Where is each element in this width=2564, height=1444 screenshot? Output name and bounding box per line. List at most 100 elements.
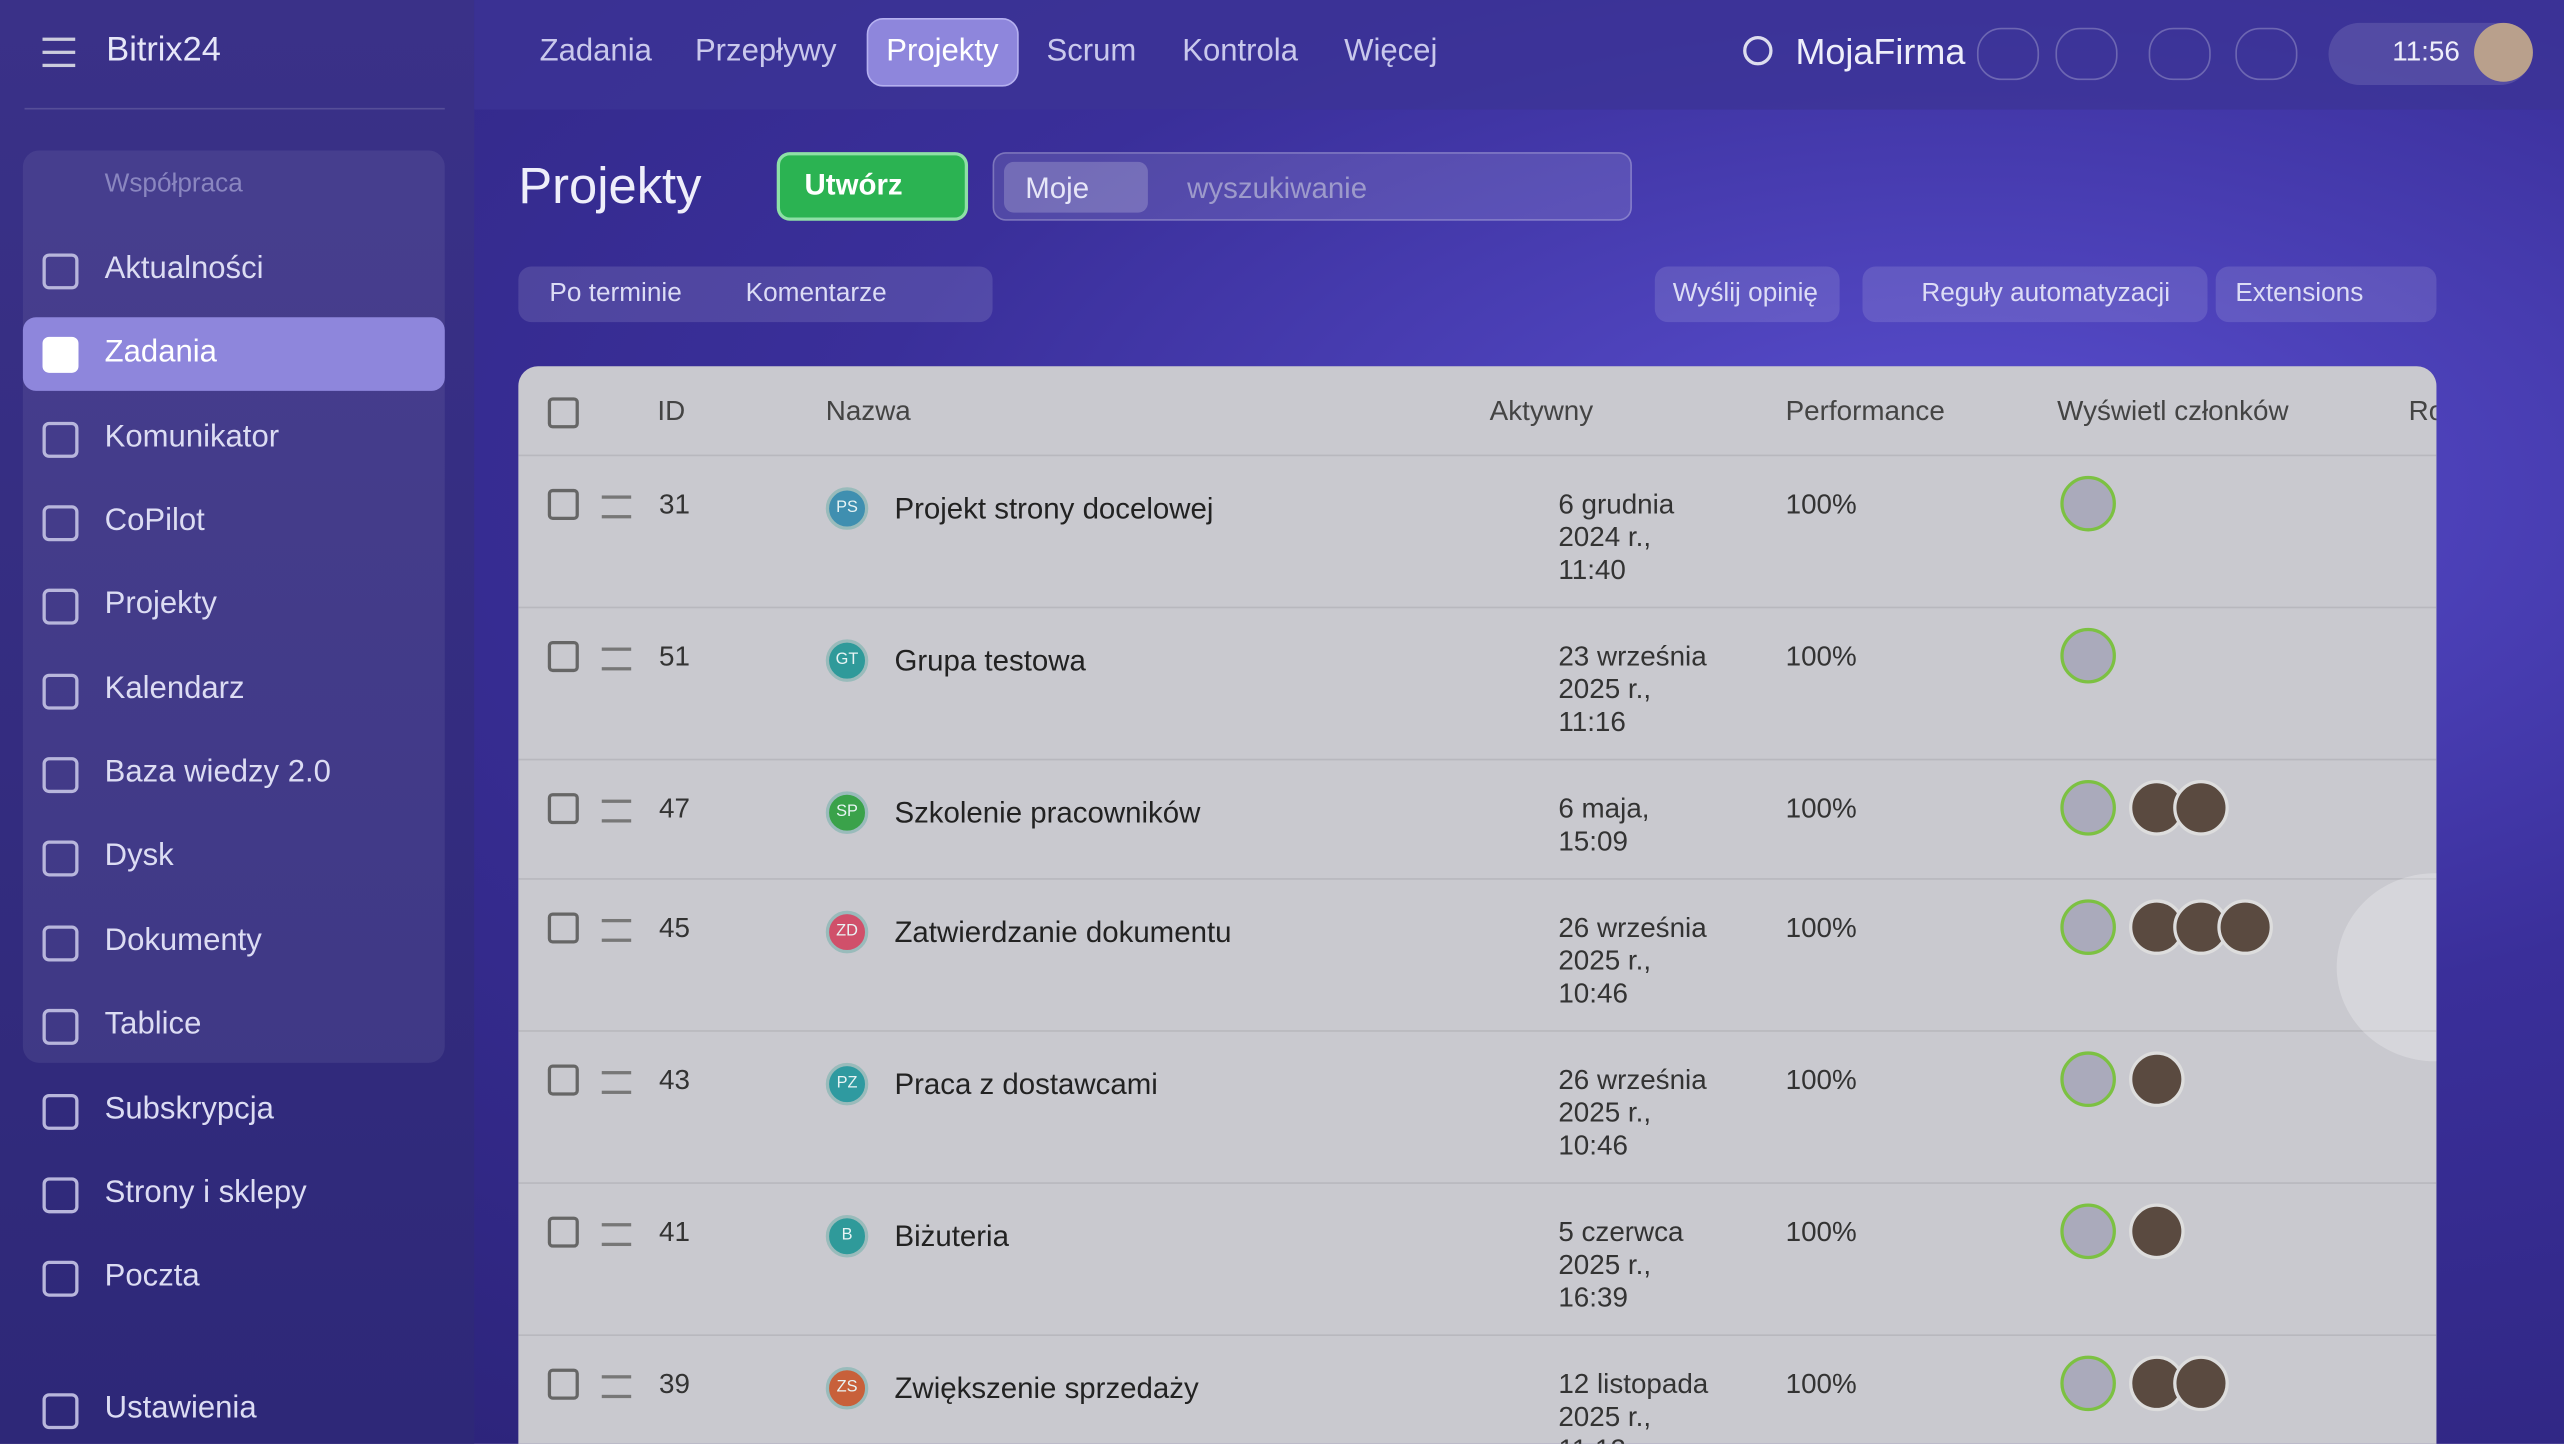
nav-item[interactable]: Kalendarz (104, 672, 245, 707)
member-avatar (2129, 1051, 2185, 1108)
nav-item[interactable]: Dysk (104, 838, 174, 874)
tool-icon[interactable] (2055, 27, 2118, 81)
row-checkbox[interactable] (547, 1216, 579, 1248)
logo: Bitrix24 (106, 31, 221, 69)
tab[interactable]: Więcej (1344, 34, 1438, 69)
search-box[interactable] (992, 152, 1632, 221)
column-header[interactable]: Aktywny (1489, 395, 1594, 427)
performance: 100% (1785, 1064, 1857, 1096)
project-name[interactable]: Zatwierdzanie dokumentu (894, 915, 1232, 949)
project-name[interactable]: Projekt strony docelowej (894, 492, 1214, 525)
project-name[interactable]: Praca z dostawcami (894, 1067, 1158, 1101)
nav-item[interactable]: Baza wiedzy 2.0 (104, 755, 331, 790)
toolbar-button[interactable]: Po terminie (549, 279, 682, 308)
nav-icon (42, 505, 79, 542)
active-item-bg (22, 317, 445, 391)
column-header[interactable]: Performance (1785, 395, 1945, 427)
nav-icon (42, 1008, 79, 1045)
active-date: 11:40 (1558, 554, 1626, 586)
topbar: MojaFirma 11:56 Zadania Przepływy Projekty… (474, 0, 2564, 110)
nav-icon (42, 1093, 79, 1130)
nav-item[interactable]: Komunikator (104, 420, 280, 455)
row-checkbox[interactable] (547, 912, 579, 944)
tool-icon[interactable] (1976, 27, 2040, 81)
row-checkbox[interactable] (547, 1368, 579, 1400)
project-icon: ZS (825, 1367, 869, 1410)
project-icon: SP (825, 791, 869, 834)
project-name[interactable]: Zwiększenie sprzedaży (894, 1371, 1199, 1405)
row-divider (518, 1334, 2437, 1336)
member-avatar (2060, 475, 2116, 532)
project-name[interactable]: Biżuteria (894, 1219, 1009, 1253)
nav-item[interactable]: Zadania (104, 335, 217, 370)
column-header[interactable]: Nazwa (825, 395, 911, 427)
active-date: 2025 r., (1558, 673, 1652, 705)
row-checkbox[interactable] (547, 793, 579, 825)
member-avatar (2060, 1203, 2116, 1260)
toolbar-button-bg[interactable] (2215, 266, 2437, 323)
toolbar-button-bg[interactable] (1654, 266, 1840, 323)
performance: 100% (1785, 488, 1857, 520)
nav-item[interactable]: Strony i sklepy (104, 1175, 307, 1211)
tool-icon[interactable] (2148, 27, 2211, 81)
project-icon: ZD (825, 910, 869, 954)
nav-item[interactable]: Aktualności (104, 251, 264, 287)
nav-item[interactable]: Tablice (104, 1007, 202, 1042)
row-id: 51 (658, 640, 690, 673)
performance: 100% (1785, 640, 1857, 673)
drag-handle (601, 1375, 632, 1399)
project-name[interactable]: Grupa testowa (894, 644, 1086, 677)
tab[interactable]: Projekty (886, 34, 999, 69)
search-icon[interactable] (1743, 35, 1773, 66)
drag-handle (601, 918, 632, 942)
scroll-arrow[interactable] (2336, 873, 2437, 1062)
row-divider (518, 606, 2437, 609)
tab[interactable]: Scrum (1046, 34, 1137, 69)
active-date: 11:12 (1558, 1434, 1626, 1444)
nav-item[interactable]: Subskrypcja (104, 1092, 274, 1127)
nav-item[interactable]: Ustawienia (104, 1391, 257, 1426)
create-button[interactable] (776, 152, 969, 221)
active-date: 10:46 (1558, 977, 1628, 1009)
search-placeholder[interactable]: wyszukiwanie (1187, 171, 1368, 205)
project-name[interactable]: Szkolenie pracowników (894, 796, 1201, 830)
time: 11:56 (2392, 35, 2460, 68)
nav-item[interactable]: Projekty (104, 587, 217, 622)
company[interactable]: MojaFirma (1795, 31, 1966, 72)
row-checkbox[interactable] (547, 488, 579, 520)
tab[interactable]: Zadania (539, 34, 652, 69)
active-date: 23 września (1558, 640, 1707, 673)
nav-item[interactable]: Dokumenty (104, 923, 262, 959)
tool-icon[interactable] (2235, 27, 2298, 81)
column-header[interactable]: Wyświetl członków (2057, 395, 2289, 427)
nav-icon (42, 673, 79, 710)
toolbar-button-bg[interactable] (1862, 266, 2208, 323)
tab[interactable]: Przepływy (694, 34, 837, 69)
nav-item[interactable]: Poczta (104, 1259, 200, 1294)
active-date: 2025 r., (1558, 1401, 1652, 1433)
nav-icon (42, 588, 79, 625)
nav-icon (42, 1393, 79, 1430)
active-tab-bg (866, 17, 1019, 87)
performance: 100% (1785, 912, 1857, 944)
tab[interactable]: Kontrola (1182, 34, 1298, 69)
row-checkbox[interactable] (547, 640, 579, 673)
active-date: 6 grudnia (1558, 488, 1675, 520)
column-header[interactable]: ID (657, 395, 686, 427)
row-checkbox[interactable] (547, 1064, 579, 1096)
menu-icon[interactable] (42, 37, 76, 68)
group-title[interactable]: Współpraca (104, 170, 243, 198)
member-avatar (2129, 1203, 2185, 1260)
toolbar-button[interactable]: Komentarze (745, 279, 887, 308)
nav-item[interactable]: CoPilot (104, 503, 205, 538)
nav-icon (42, 253, 79, 290)
drag-handle (601, 799, 632, 823)
divider (24, 107, 445, 110)
column-header[interactable]: Ro (2408, 395, 2437, 427)
row-divider (518, 758, 2437, 761)
member-avatar (2173, 779, 2229, 836)
checkbox[interactable] (547, 397, 579, 429)
active-date: 2024 r., (1558, 521, 1652, 553)
user-avatar[interactable] (2474, 22, 2533, 82)
nav-icon (42, 925, 79, 962)
